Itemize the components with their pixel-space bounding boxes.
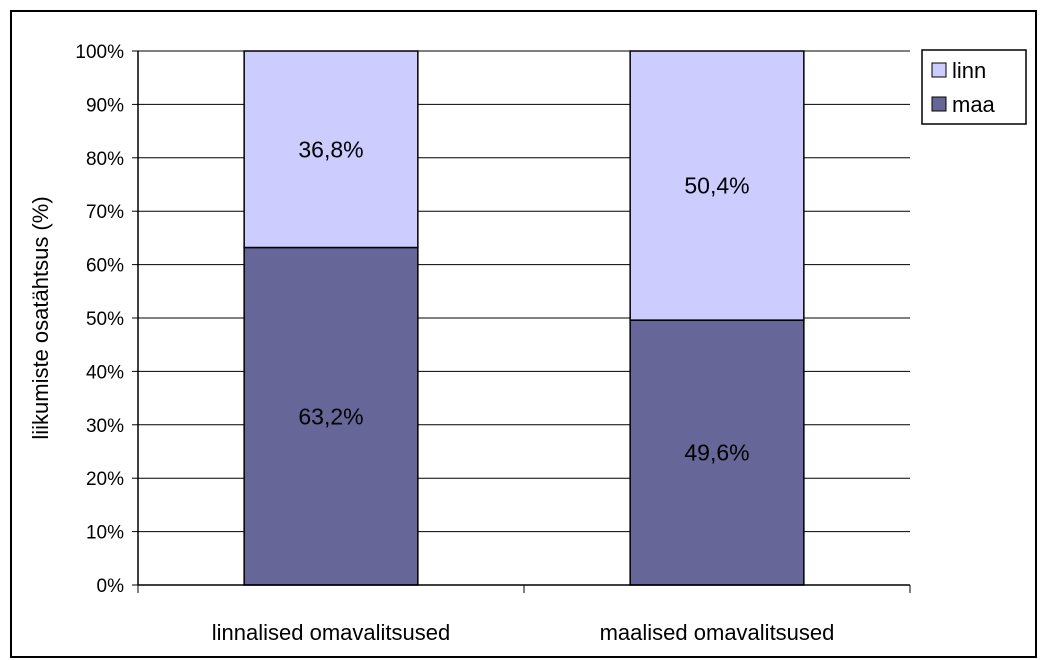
- y-tick-label: 80%: [86, 149, 124, 170]
- y-tick-label: 40%: [86, 362, 124, 383]
- y-axis-title: liikumiste osatähtsus (%): [28, 196, 53, 439]
- data-label-linn: 50,4%: [684, 173, 749, 199]
- bar-linn: [243, 50, 419, 249]
- category-label: maalised omavalitsused: [600, 620, 835, 645]
- labels: 0% 10% 20% 30% 40% 50% 60% 70% 80% 90% 100% 63,2% 36…: [28, 42, 834, 645]
- y-tick-label: 20%: [86, 469, 124, 490]
- y-tick-label: 90%: [86, 95, 124, 116]
- legend-label-linn: linn: [952, 58, 986, 83]
- y-tick-label: 0%: [97, 576, 125, 597]
- legend: linn maa: [921, 49, 1027, 125]
- data-label-linn: 36,8%: [298, 136, 363, 162]
- y-tick-label: 60%: [86, 256, 124, 277]
- legend-label-maa: maa: [952, 92, 996, 117]
- y-tick-label: 70%: [86, 202, 124, 223]
- chart-border: [10, 10, 1037, 658]
- legend-box: [921, 49, 1027, 125]
- category-label: linnalised omavalitsused: [212, 620, 450, 645]
- y-tick-label: 100%: [75, 42, 124, 63]
- y-tick-label: 10%: [86, 523, 124, 544]
- axes: [132, 50, 911, 593]
- data-label-maa: 63,2%: [298, 403, 363, 429]
- legend-swatch-linn: [931, 62, 947, 78]
- legend-swatch-maa: [931, 96, 947, 112]
- y-tick-label: 30%: [86, 416, 124, 437]
- bar-linn: [629, 50, 805, 321]
- data-label-maa: 49,6%: [684, 440, 749, 466]
- y-tick-label: 50%: [86, 309, 124, 330]
